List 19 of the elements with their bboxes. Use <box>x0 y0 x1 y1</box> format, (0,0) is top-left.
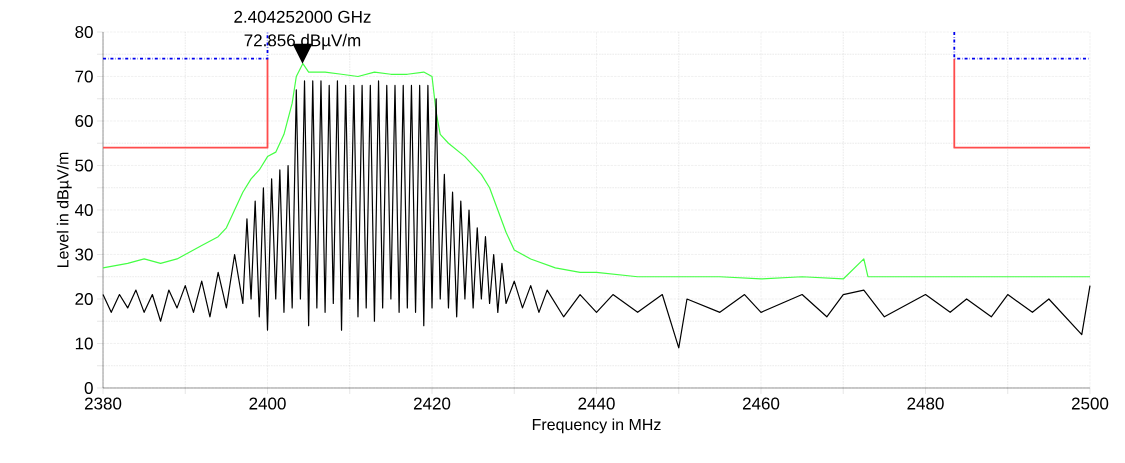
x-axis-title: Frequency in MHz <box>532 418 661 434</box>
y-tick-label: 80 <box>75 25 93 39</box>
annotation: 2.404252000 GHz <box>234 10 371 23</box>
y-axis-title: Level in dBµV/m <box>56 152 72 268</box>
x-tick-label: 2420 <box>413 397 451 410</box>
y-tick-label: 30 <box>75 248 93 261</box>
y-tick-label: 50 <box>75 159 93 172</box>
x-tick-label: 2500 <box>1071 397 1109 410</box>
y-tick-label: 70 <box>75 70 93 83</box>
y-tick-label: 60 <box>75 114 93 128</box>
x-tick-label: 2440 <box>578 397 615 410</box>
y-tick-label: 0 <box>84 381 93 395</box>
x-tick-label: 2380 <box>84 397 122 410</box>
y-tick-label: 20 <box>75 292 93 306</box>
x-tick-label: 2400 <box>249 397 286 410</box>
y-tick-label: 10 <box>75 337 93 350</box>
x-tick-label: 2480 <box>907 397 944 410</box>
x-tick-label: 2460 <box>742 397 780 410</box>
y-tick-label: 40 <box>74 203 93 217</box>
